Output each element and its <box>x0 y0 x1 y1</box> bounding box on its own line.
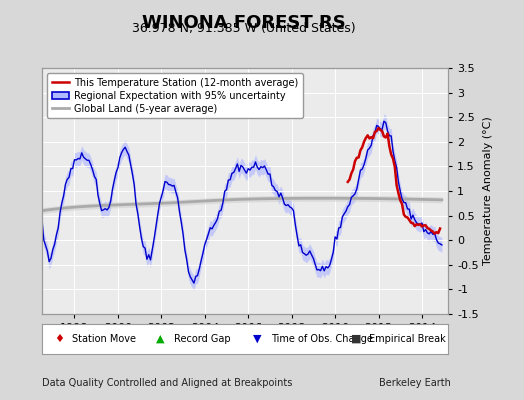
Y-axis label: Temperature Anomaly (°C): Temperature Anomaly (°C) <box>483 117 493 265</box>
Text: Station Move: Station Move <box>72 334 136 344</box>
Text: ■: ■ <box>351 334 361 344</box>
Text: Time of Obs. Change: Time of Obs. Change <box>271 334 373 344</box>
Text: Berkeley Earth: Berkeley Earth <box>379 378 451 388</box>
Text: ♦: ♦ <box>54 334 64 344</box>
Legend: This Temperature Station (12-month average), Regional Expectation with 95% uncer: This Temperature Station (12-month avera… <box>47 73 303 118</box>
Text: WINONA FOREST RS: WINONA FOREST RS <box>142 14 345 32</box>
Text: Empirical Break: Empirical Break <box>369 334 445 344</box>
Text: 36.978 N, 91.385 W (United States): 36.978 N, 91.385 W (United States) <box>132 22 355 35</box>
Text: Data Quality Controlled and Aligned at Breakpoints: Data Quality Controlled and Aligned at B… <box>42 378 292 388</box>
Text: ▼: ▼ <box>253 334 261 344</box>
Text: Record Gap: Record Gap <box>174 334 231 344</box>
Text: ▲: ▲ <box>156 334 164 344</box>
